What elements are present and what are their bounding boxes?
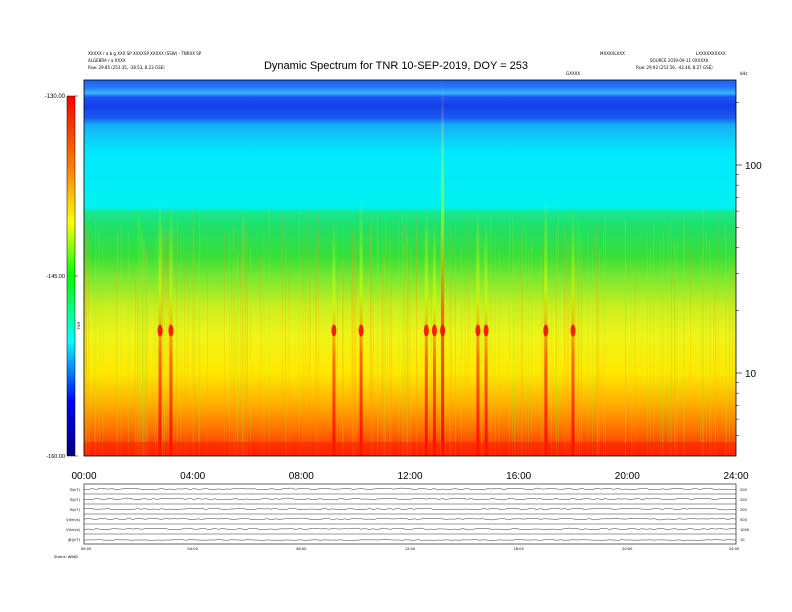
header-mid-right: MXXXXLXXX (600, 51, 625, 56)
panel-trace (83, 539, 737, 541)
panel-time-1600: 16:00 (514, 547, 525, 551)
panel-label-5: V(km/s) (66, 528, 81, 532)
colorbar-tick-mid: -145.00 (46, 274, 65, 280)
freq-tick-10: 10 (745, 369, 757, 380)
panel-right-tick-5: 1000 (740, 528, 750, 532)
header-unit-mark: kHz (740, 71, 748, 76)
header-right-line3: Rsw: 29.92 (253.56, -42.46, 8.27 GSE) (636, 65, 713, 70)
spectrogram (83, 79, 737, 457)
panel-trace (83, 517, 737, 521)
burst-core (483, 324, 489, 337)
panel-trace (83, 497, 737, 501)
panel-right-tick-3: 200 (740, 508, 748, 512)
panel-label-6: |B|(nT) (68, 538, 81, 542)
burst-mark (332, 220, 336, 456)
burst-core (423, 324, 429, 337)
burst-core (543, 324, 549, 337)
panel-right-tick-1: 200 (740, 488, 748, 492)
burst-core (168, 324, 174, 337)
burst-mark (441, 82, 445, 456)
colorbar (66, 95, 76, 457)
burst-core (358, 324, 364, 337)
time-tick-1200: 12:00 (397, 471, 422, 482)
time-tick-2000: 20:00 (615, 471, 640, 482)
time-tick-1600: 16:00 (506, 471, 531, 482)
panel-time-0400: 04:00 (188, 547, 199, 551)
header-center-mark: GXXXX (566, 71, 581, 76)
panel-label-2: B(nT) (70, 498, 80, 502)
colorbar-tick-bottom: -160.00 (46, 454, 65, 460)
panel-time-2000: 20:00 (622, 547, 633, 551)
colorbar-label: TNR (76, 322, 81, 330)
low-frequency-band (84, 442, 736, 456)
panel-label-1: B(nT) (70, 488, 80, 492)
time-tick-0400: 04:00 (180, 471, 205, 482)
chart-title: Dynamic Spectrum for TNR 10-SEP-2019, DO… (263, 60, 528, 72)
freq-tick-100: 100 (745, 161, 762, 172)
header-left-line3: Rsw: 29.85 (253.35, -38.53, 8.23 GSE) (88, 65, 165, 70)
header-right-line1: LXXXXXXXXXX (696, 51, 726, 56)
frequency-axis: 100 10 (736, 102, 762, 436)
panel-footer-status: Status: WIND (54, 555, 78, 559)
panel-time-1200: 12:00 (405, 547, 416, 551)
panel-trace (83, 487, 737, 491)
panel-label-4: V(km/s) (66, 518, 81, 522)
header-left-line1: XXXXX r a b g XXX SP XXXXSP XXXXX (SSW) … (88, 51, 202, 56)
burst-mark (432, 220, 436, 456)
time-tick-2400: 24:00 (723, 471, 748, 482)
time-tick-0000: 00:00 (71, 471, 96, 482)
header-right-line2: SOURCE 2019-09-11 0XXXXX (650, 58, 709, 63)
panel-time-0000: 00:00 (81, 547, 92, 551)
spectrogram-background (84, 80, 736, 456)
header-left-line2: ALGEBRA r a XXXX (88, 58, 126, 63)
burst-mark (484, 220, 488, 456)
colorbar-tick-top: -130.00 (45, 94, 66, 100)
panel-right-tick-4: 500 (740, 518, 748, 522)
burst-core (475, 324, 481, 337)
panel-trace (83, 507, 737, 511)
burst-core (570, 324, 576, 337)
panel-trace (83, 527, 737, 531)
data-panels: B(nT) B(nT) B(nT) V(km/s) V(km/s) |B|(nT… (54, 483, 750, 559)
panel-label-3: B(nT) (70, 508, 80, 512)
time-axis: 00:00 04:00 08:00 12:00 16:00 20:00 24:0… (71, 471, 748, 482)
panel-right-tick-2: 200 (740, 498, 748, 502)
panel-time-0800: 08:00 (296, 547, 307, 551)
panel-time-2400: 24:00 (729, 547, 740, 551)
burst-core (331, 324, 337, 337)
time-tick-0800: 08:00 (289, 471, 314, 482)
burst-core (157, 324, 163, 337)
burst-core (440, 324, 446, 337)
panel-right-tick-6: 10 (740, 538, 745, 542)
spectrogram-frame (83, 79, 737, 457)
burst-core (431, 324, 437, 337)
